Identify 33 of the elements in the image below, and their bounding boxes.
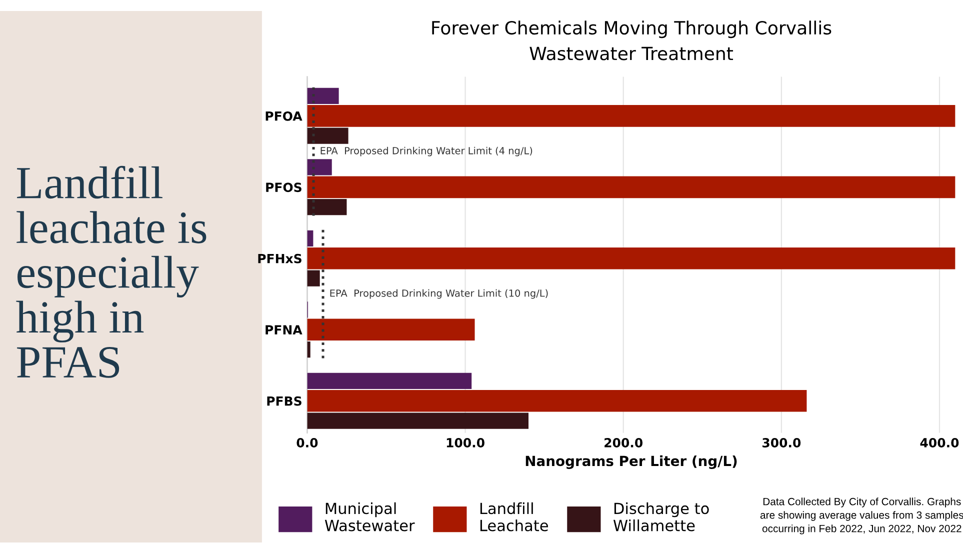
bar: [307, 88, 339, 104]
bar: [307, 159, 332, 176]
y-tick-label: PFBS: [267, 396, 302, 406]
x-tick-label: 200.0: [604, 438, 643, 448]
y-tick-label: PFOA: [266, 111, 302, 121]
legend-label: Municipal Wastewater: [324, 502, 415, 532]
x-tick-label: 100.0: [446, 438, 484, 448]
bar: [307, 412, 528, 429]
y-tick-label: PFNA: [266, 325, 302, 334]
bar: [307, 318, 475, 341]
x-axis-title: Nanograms Per Liter (ng/L): [526, 455, 737, 469]
bar: [307, 270, 320, 286]
bar: [307, 230, 314, 247]
text: Landfill leachate is especially high in PFAS: [16, 166, 206, 378]
bar: [307, 390, 807, 412]
bar: [307, 247, 956, 270]
bar: [307, 199, 347, 216]
x-tick-label: 0.0: [296, 438, 318, 448]
bar: [307, 104, 956, 127]
bar: [307, 341, 310, 358]
x-tick-label: 300.0: [762, 438, 801, 448]
bar: [307, 176, 956, 198]
text: Data Collected By City of Corvallis. Graphs are showing average values from 3 samples occurring in Feb 2022, Jun 2022, Nov 2022: [760, 498, 963, 534]
bar: [307, 372, 472, 389]
x-tick-label: 400.0: [920, 438, 959, 448]
chart-title: Forever Chemicals Moving Through Corvallis Wastewater Treatment: [432, 20, 832, 60]
ref-line-label: EPA Proposed Drinking Water Limit (4 ng/L): [320, 146, 532, 156]
ref-line-label: EPA Proposed Drinking Water Limit (10 ng/L): [330, 289, 548, 299]
y-tick-label: PFHxS: [258, 254, 302, 264]
legend-label: Landfill Leachate: [480, 502, 548, 532]
bar: [307, 128, 348, 144]
legend-label: Discharge to Willamette: [613, 502, 709, 532]
y-tick-label: PFOS: [266, 182, 302, 192]
